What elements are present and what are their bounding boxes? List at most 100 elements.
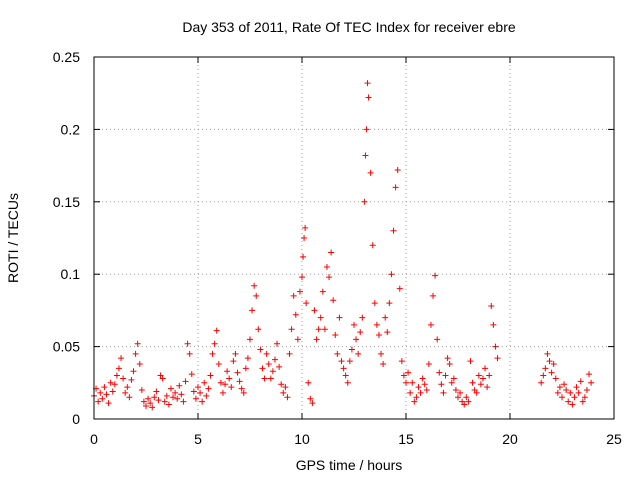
data-point xyxy=(178,391,185,398)
data-point xyxy=(380,360,387,367)
data-point xyxy=(369,242,376,249)
data-point xyxy=(132,350,139,357)
data-point xyxy=(259,365,266,372)
data-point xyxy=(99,395,106,402)
data-point xyxy=(205,385,212,392)
data-point xyxy=(199,398,206,405)
data-point xyxy=(130,368,137,375)
data-point xyxy=(463,394,470,401)
data-point xyxy=(149,404,156,411)
data-point xyxy=(111,381,118,388)
data-point xyxy=(282,384,289,391)
data-point xyxy=(163,392,170,399)
data-point xyxy=(588,379,595,386)
data-point xyxy=(475,372,482,379)
data-point xyxy=(113,372,120,379)
plot-frame xyxy=(93,56,615,420)
data-point xyxy=(115,365,122,372)
data-point xyxy=(550,360,557,367)
data-point xyxy=(274,340,281,347)
data-point xyxy=(362,152,369,159)
data-point xyxy=(255,326,262,333)
data-point xyxy=(228,384,235,391)
data-point xyxy=(427,321,434,328)
y-axis-label: ROTI / TECUs xyxy=(5,193,21,283)
data-point xyxy=(309,400,316,407)
data-point xyxy=(467,358,474,365)
data-point xyxy=(319,288,326,295)
chart-title: Day 353 of 2011, Rate Of TEC Index for r… xyxy=(182,19,516,35)
data-point xyxy=(224,368,231,375)
data-point xyxy=(363,126,370,133)
data-point xyxy=(226,375,233,382)
x-tick-label: 5 xyxy=(194,431,202,447)
data-point xyxy=(244,355,251,362)
data-point xyxy=(190,388,197,395)
data-point xyxy=(492,343,499,350)
data-point xyxy=(238,385,245,392)
data-point xyxy=(284,394,291,401)
data-point xyxy=(195,384,201,391)
data-point xyxy=(242,365,249,372)
data-point xyxy=(392,184,399,191)
y-tick-labels: 0 0.05 0.1 0.15 0.2 0.25 xyxy=(53,49,80,427)
data-point xyxy=(346,358,353,365)
data-point xyxy=(415,384,422,391)
data-point xyxy=(364,80,371,87)
data-point xyxy=(288,326,295,333)
data-point xyxy=(234,369,241,376)
data-point xyxy=(109,388,116,395)
data-point xyxy=(192,395,199,402)
data-point xyxy=(388,271,395,278)
data-point xyxy=(554,389,561,396)
data-point xyxy=(321,326,328,333)
data-point xyxy=(390,227,397,234)
data-point xyxy=(538,379,545,386)
data-point xyxy=(400,372,407,379)
data-point xyxy=(540,372,547,379)
data-point xyxy=(257,346,264,353)
data-point xyxy=(251,282,258,289)
data-point xyxy=(296,288,303,295)
data-point xyxy=(375,332,382,339)
data-point xyxy=(278,381,285,388)
data-point xyxy=(300,253,307,260)
data-point xyxy=(444,355,451,362)
data-point xyxy=(442,372,449,379)
data-point xyxy=(581,394,588,401)
data-point xyxy=(317,314,324,321)
x-tick-label: 20 xyxy=(502,431,518,447)
data-point xyxy=(338,358,345,365)
data-point xyxy=(559,394,565,401)
data-point xyxy=(236,378,243,385)
data-point xyxy=(355,350,362,357)
data-point xyxy=(411,398,418,405)
data-point xyxy=(348,346,355,353)
data-point xyxy=(573,384,580,391)
data-point xyxy=(290,292,297,299)
data-point xyxy=(473,389,480,396)
data-point xyxy=(120,375,127,382)
data-point xyxy=(301,235,308,241)
data-point xyxy=(176,382,183,389)
data-point xyxy=(351,321,357,328)
data-point xyxy=(188,371,195,378)
axis-ticks xyxy=(93,56,615,420)
data-point xyxy=(180,398,187,405)
data-point xyxy=(448,379,455,386)
data-point xyxy=(571,394,578,401)
data-point xyxy=(95,398,102,405)
y-tick-label: 0.15 xyxy=(53,194,80,210)
data-point xyxy=(398,358,405,365)
data-point xyxy=(232,350,239,357)
data-point xyxy=(253,292,260,299)
data-point xyxy=(332,332,339,339)
data-point xyxy=(211,340,218,347)
data-point xyxy=(261,375,268,382)
data-point xyxy=(140,398,147,405)
data-point xyxy=(184,340,191,347)
y-tick-label: 0 xyxy=(72,411,80,427)
data-point xyxy=(167,385,174,392)
data-point xyxy=(563,387,570,394)
